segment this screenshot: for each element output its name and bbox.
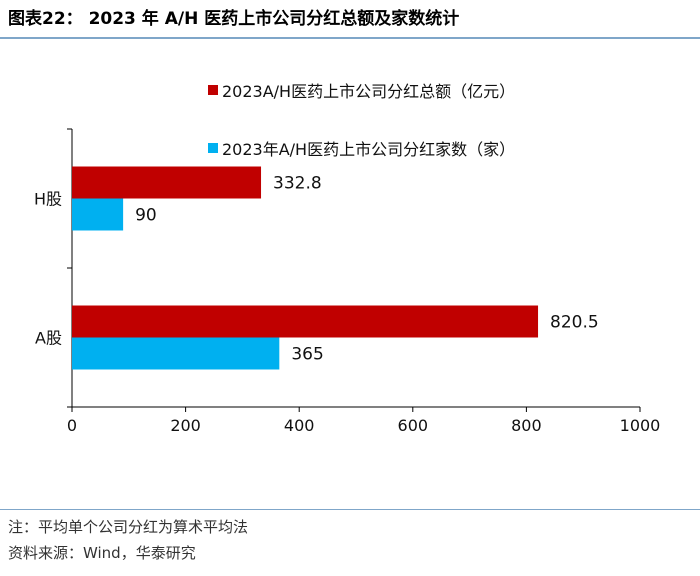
bar-count bbox=[72, 337, 280, 370]
legend-label-count: 2023年A/H医药上市公司分红家数（家） bbox=[222, 140, 516, 159]
bar-chart: 0 200 400 600 800 1000 H股 332.8 90 A股 820.5 365 bbox=[34, 128, 661, 435]
footnote: 注：平均单个公司分红为算术平均法 bbox=[8, 518, 249, 536]
x-tick-label: 800 bbox=[511, 416, 542, 435]
source-note: 资料来源：Wind，华泰研究 bbox=[8, 544, 196, 562]
legend-swatch-count bbox=[208, 143, 218, 153]
data-label: 332.8 bbox=[273, 174, 322, 194]
bar-count bbox=[72, 198, 124, 231]
title-divider bbox=[0, 37, 700, 39]
data-label: 820.5 bbox=[550, 313, 599, 333]
legend-item-total: 2023A/H医药上市公司分红总额（亿元） bbox=[208, 78, 515, 102]
x-tick-label: 0 bbox=[67, 416, 77, 435]
legend-item-count: 2023年A/H医药上市公司分红家数（家） bbox=[208, 136, 515, 160]
data-label: 90 bbox=[135, 206, 157, 226]
bar-total bbox=[72, 166, 262, 199]
legend-swatch-total bbox=[208, 85, 218, 95]
chart-title: 图表22： 2023 年 A/H 医药上市公司分红总额及家数统计 bbox=[8, 9, 460, 29]
category-label: H股 bbox=[34, 190, 62, 209]
legend-label-total: 2023A/H医药上市公司分红总额（亿元） bbox=[222, 82, 516, 101]
data-label: 365 bbox=[291, 345, 323, 365]
x-tick-label: 600 bbox=[398, 416, 429, 435]
category-label: A股 bbox=[35, 329, 62, 348]
x-tick-label: 400 bbox=[284, 416, 315, 435]
x-tick-label: 200 bbox=[170, 416, 201, 435]
footer-divider bbox=[0, 509, 700, 510]
x-tick-label: 1000 bbox=[620, 416, 661, 435]
bar-total bbox=[72, 305, 539, 338]
